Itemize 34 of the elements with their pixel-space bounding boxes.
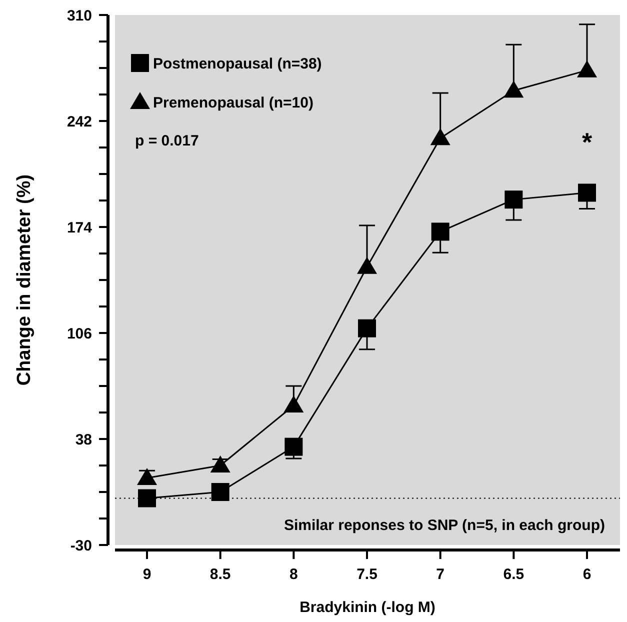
- point: [504, 80, 524, 98]
- point: [211, 483, 230, 501]
- y-axis-title: Change in diameter (%): [14, 174, 35, 386]
- legend-label: Postmenopausal (n=38): [153, 55, 322, 72]
- y-tick-label: 106: [66, 325, 92, 342]
- x-tick-label: 9: [142, 566, 152, 583]
- point: [284, 438, 303, 456]
- x-tick-label: 8.5: [210, 566, 231, 583]
- point: [577, 60, 597, 78]
- y-tick-label: 242: [66, 113, 92, 130]
- annotation: *: [582, 127, 593, 158]
- x-tick-label: 6.5: [503, 566, 524, 583]
- point: [210, 456, 230, 472]
- point: [430, 128, 450, 146]
- annotation: p = 0.017: [135, 132, 199, 150]
- point: [358, 319, 376, 338]
- y-tick-label: -30: [70, 537, 92, 554]
- point: [138, 489, 156, 508]
- x-tick-label: 7.5: [356, 566, 378, 583]
- x-tick-label: 7: [436, 566, 445, 583]
- x-tick-label: 6: [582, 566, 592, 583]
- annotation: Similar reponses to SNP (n=5, in each group): [284, 517, 605, 534]
- x-tick-label: 8: [289, 566, 298, 583]
- point: [357, 256, 377, 274]
- legend-label: Premenopausal (n=10): [153, 94, 314, 112]
- point: [504, 190, 523, 209]
- point: [137, 468, 157, 485]
- y-tick-label: 38: [75, 431, 92, 448]
- point: [284, 395, 304, 412]
- y-tick-label: 174: [66, 219, 93, 236]
- point: [431, 222, 450, 241]
- y-tick-label: 310: [66, 7, 92, 24]
- x-axis-title: Bradykinin (-log M): [300, 599, 436, 616]
- point: [578, 184, 596, 202]
